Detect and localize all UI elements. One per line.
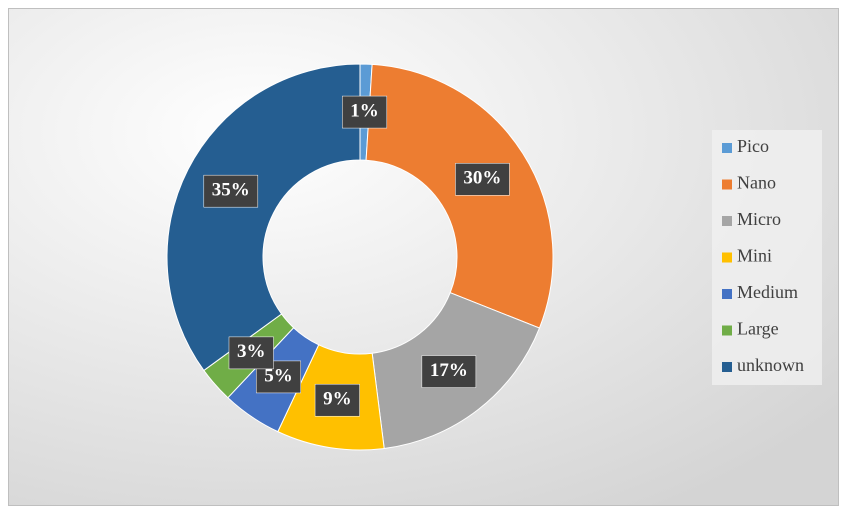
- data-label-group: 30%: [455, 163, 510, 196]
- data-label-group: 9%: [314, 383, 360, 417]
- legend-label: Pico: [737, 136, 769, 156]
- data-label-box: [314, 383, 360, 417]
- data-label-box: [228, 336, 274, 370]
- legend-label: Micro: [737, 209, 781, 229]
- legend-swatch: [722, 325, 732, 336]
- data-label: 5%: [264, 365, 293, 386]
- data-label: 3%: [237, 341, 266, 362]
- legend-swatch: [722, 362, 732, 372]
- data-label: 9%: [323, 389, 352, 410]
- data-label-box: [421, 355, 477, 388]
- legend-label: Large: [737, 319, 779, 339]
- donut-slice: [365, 63, 554, 329]
- legend-label: Medium: [737, 282, 798, 302]
- legend-swatch: [722, 252, 732, 263]
- data-label-group: 3%: [228, 336, 274, 370]
- data-label: 30%: [463, 168, 501, 189]
- donut-slice: [166, 63, 361, 372]
- data-label: 35%: [212, 180, 250, 201]
- legend-swatch: [722, 179, 732, 190]
- data-label: 1%: [350, 100, 379, 121]
- legend-label: Mini: [737, 246, 772, 266]
- data-label-box: [455, 163, 510, 196]
- data-label-box: [342, 95, 388, 129]
- data-label-group: 1%: [342, 95, 388, 129]
- data-label-group: 35%: [203, 174, 259, 208]
- legend-swatch: [722, 216, 732, 226]
- data-label-box: [203, 174, 259, 208]
- data-label: 17%: [430, 360, 468, 381]
- legend-swatch: [722, 143, 732, 153]
- legend-label: Nano: [737, 173, 776, 193]
- legend-swatch: [722, 289, 732, 299]
- legend-label: unknown: [737, 355, 804, 375]
- data-label-group: 17%: [421, 355, 477, 388]
